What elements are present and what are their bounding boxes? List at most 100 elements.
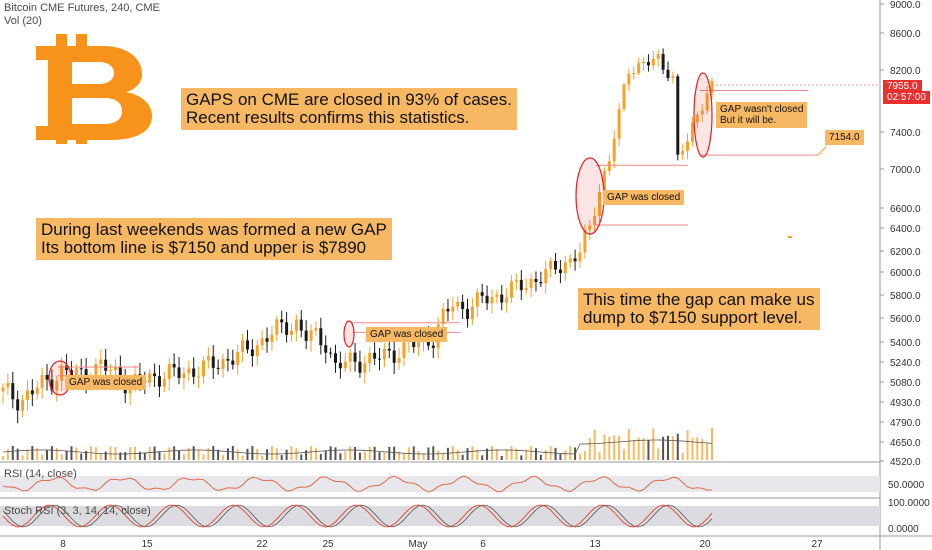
current-price-badge: 7955.0	[883, 80, 922, 93]
volume-bar	[143, 452, 146, 460]
candle-body	[275, 319, 279, 335]
candle-body	[529, 278, 533, 288]
candle-body	[412, 340, 416, 348]
candle-body	[30, 390, 34, 395]
volume-bar	[530, 446, 533, 460]
volume-bar	[388, 446, 391, 460]
candle-body	[148, 373, 152, 383]
candle-body	[304, 330, 308, 341]
time-tick-label: May	[409, 539, 428, 550]
candle-body	[470, 306, 474, 320]
volume-bar	[104, 451, 107, 460]
volume-bar	[16, 448, 19, 460]
volume-bar	[222, 455, 225, 460]
volume-bar	[295, 448, 298, 460]
candle-body	[324, 345, 328, 353]
volume-bar	[99, 452, 102, 460]
candle-body	[588, 225, 592, 230]
volume-bar	[70, 446, 73, 460]
price-tick-label: 4790.0	[890, 418, 921, 429]
price-tick-label: 5400.0	[890, 338, 921, 349]
volume-bar	[657, 448, 660, 460]
volume-bar	[696, 437, 699, 460]
candle-body	[446, 308, 450, 312]
candle-body	[294, 319, 298, 331]
rsi-indicator-label: RSI (14, close)	[4, 468, 77, 480]
volume-bar	[158, 451, 161, 460]
volume-bar	[437, 450, 440, 460]
candle-body	[241, 340, 245, 352]
volume-bar	[207, 448, 210, 460]
candle-body	[45, 375, 49, 380]
volume-bar	[622, 449, 625, 460]
candle-body	[21, 400, 25, 411]
candle-body	[55, 380, 59, 391]
volume-bar	[231, 446, 234, 460]
candle-body	[466, 308, 470, 320]
volume-bar	[393, 446, 396, 460]
volume-bar	[124, 452, 127, 460]
candle-body	[558, 269, 562, 274]
new-gap-line1: During last weekends was formed a new GA…	[41, 220, 387, 239]
candle-body	[118, 366, 122, 379]
price-tick-label: 5240.0	[890, 358, 921, 369]
candle-body	[69, 370, 73, 376]
candle-body	[480, 292, 484, 296]
candle-body	[157, 376, 161, 387]
volume-bar	[378, 452, 381, 460]
stoch-rsi-indicator-label: Stoch RSI (3, 3, 14, 14, close)	[4, 505, 151, 517]
candle-body	[245, 340, 249, 350]
chart-title: Bitcoin CME Futures, 240, CME	[4, 2, 160, 14]
volume-bar	[31, 446, 34, 460]
candle-body	[524, 287, 528, 291]
candle-body	[431, 345, 435, 348]
volume-bar	[192, 446, 195, 460]
volume-bar	[11, 446, 14, 460]
candle-body	[392, 350, 396, 363]
volume-bar	[334, 447, 337, 460]
candle-body	[475, 292, 479, 307]
volume-bar	[310, 446, 313, 460]
volume-bar	[163, 453, 166, 460]
volume-bar	[500, 455, 503, 460]
volume-bar	[593, 429, 596, 460]
candle-body	[700, 110, 704, 115]
candle-body	[451, 306, 455, 312]
volume-bar	[197, 450, 200, 460]
candle-body	[109, 370, 113, 372]
candle-body	[495, 294, 499, 297]
volume-bar	[495, 449, 498, 460]
time-tick-label: 13	[589, 539, 601, 550]
candle-body	[1, 387, 5, 392]
volume-bar	[285, 449, 288, 460]
candle-body	[280, 319, 284, 323]
candle-body	[250, 349, 254, 357]
candle-body	[197, 376, 201, 378]
price-tick-label: 7400.0	[890, 128, 921, 139]
candle-body	[627, 73, 631, 85]
volume-bar	[471, 446, 474, 460]
gaps-statistics-line2: Recent results confirms this statistics.	[186, 108, 470, 127]
candle-body	[285, 322, 289, 335]
candle-body	[514, 279, 518, 282]
candle-body	[705, 93, 709, 111]
candle-body	[695, 114, 699, 123]
stoch-d-line	[2, 504, 713, 528]
volume-bar	[226, 448, 229, 460]
volume-bar	[339, 453, 342, 460]
price-tick-label: 8200.0	[890, 66, 921, 77]
candle-body	[510, 281, 514, 298]
gaps-statistics-note: GAPS on CME are closed in 93% of cases. …	[181, 88, 517, 130]
countdown-badge: 02:57:00	[883, 91, 930, 104]
candle-body	[617, 109, 621, 139]
candle-body	[74, 368, 78, 376]
time-tick-label: 20	[699, 539, 711, 550]
volume-bar	[26, 449, 29, 460]
candle-body	[710, 81, 714, 94]
volume-bar	[109, 446, 112, 460]
volume-bar	[202, 454, 205, 460]
candle-body	[563, 262, 567, 274]
volume-bar	[363, 451, 366, 460]
candle-body	[299, 319, 303, 331]
